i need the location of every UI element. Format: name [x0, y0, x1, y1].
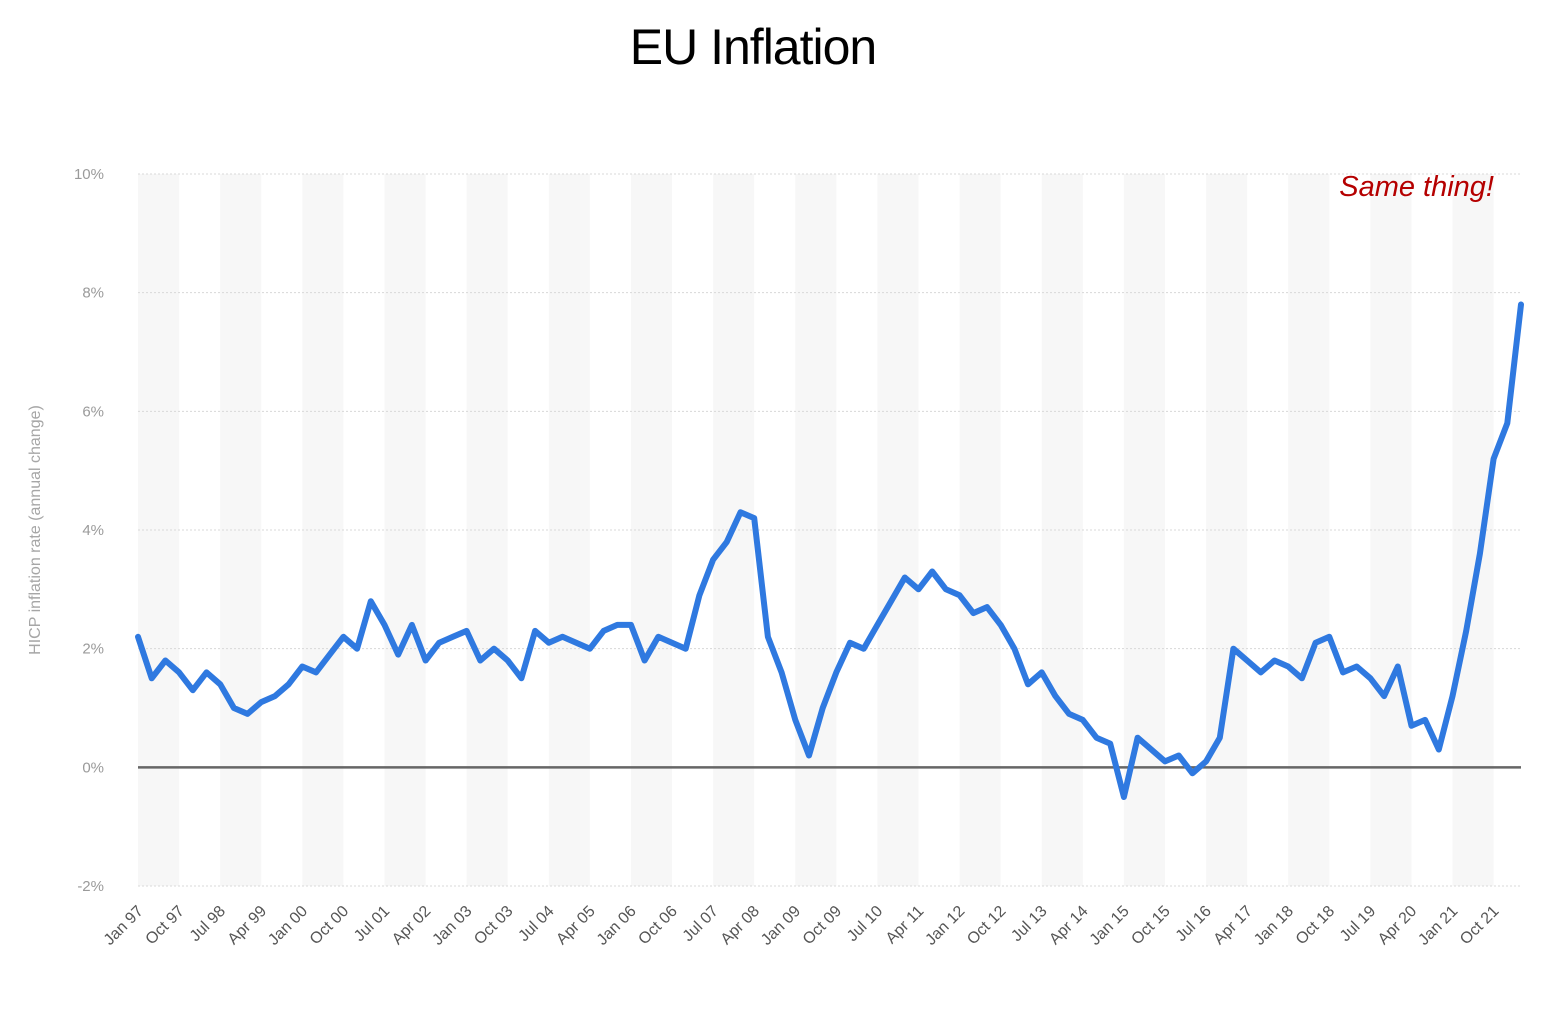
x-tick-label: Jul 98	[187, 903, 229, 945]
x-tick-label: Oct 97	[143, 903, 188, 948]
x-tick-label: Oct 12	[964, 903, 1009, 948]
y-tick-label: 2%	[82, 641, 104, 658]
x-tick-label: Oct 06	[636, 903, 681, 948]
x-tick-label: Jul 16	[1173, 903, 1215, 945]
x-tick-label: Jan 03	[429, 903, 475, 949]
y-axis: 10% 8% 6% 4% 2% 0% -2%	[74, 166, 104, 895]
x-tick-label: Jan 18	[1251, 903, 1297, 949]
x-tick-label: Jan 06	[594, 903, 640, 949]
x-tick-label: Apr 17	[1211, 903, 1256, 948]
y-tick-label: 0%	[82, 759, 104, 776]
y-axis-label: HICP inflation rate (annual change)	[27, 405, 44, 655]
x-tick-label: Oct 18	[1293, 903, 1338, 948]
x-tick-label: Jul 04	[515, 903, 557, 945]
y-tick-label: 4%	[82, 522, 104, 539]
x-tick-label: Jan 12	[922, 903, 968, 949]
chart-title: EU Inflation	[629, 19, 877, 75]
x-tick-label: Jan 15	[1087, 903, 1133, 949]
x-tick-label: Apr 20	[1375, 903, 1420, 948]
x-tick-label: Jan 21	[1415, 903, 1461, 949]
x-tick-label: Jul 01	[351, 903, 393, 945]
y-tick-label: 6%	[82, 403, 104, 420]
x-tick-label: Oct 15	[1128, 903, 1173, 948]
y-tick-label: 8%	[82, 285, 104, 302]
x-tick-label: Oct 21	[1457, 903, 1502, 948]
x-tick-label: Apr 08	[718, 903, 763, 948]
x-tick-label: Apr 02	[389, 903, 434, 948]
series-line	[135, 301, 1524, 800]
x-tick-label: Apr 14	[1046, 903, 1091, 948]
gridlines	[138, 173, 1521, 887]
y-tick-label: 10%	[74, 166, 104, 183]
x-tick-label: Jul 13	[1008, 903, 1050, 945]
x-tick-label: Oct 00	[307, 903, 352, 948]
annotation: Same thing!	[1339, 171, 1494, 203]
x-tick-label: Oct 03	[471, 903, 516, 948]
x-tick-label: Jul 19	[1337, 903, 1379, 945]
x-tick-label: Jan 97	[101, 903, 147, 949]
x-tick-label: Jan 09	[758, 903, 804, 949]
x-tick-label: Apr 05	[553, 903, 598, 948]
x-tick-label: Jan 00	[265, 903, 311, 949]
x-tick-label: Jul 10	[844, 903, 886, 945]
x-tick-label: Oct 09	[800, 903, 845, 948]
x-tick-label: Apr 99	[225, 903, 270, 948]
y-tick-label: -2%	[77, 878, 104, 895]
x-tick-label: Apr 11	[883, 903, 928, 948]
x-tick-label: Jul 07	[680, 903, 722, 945]
